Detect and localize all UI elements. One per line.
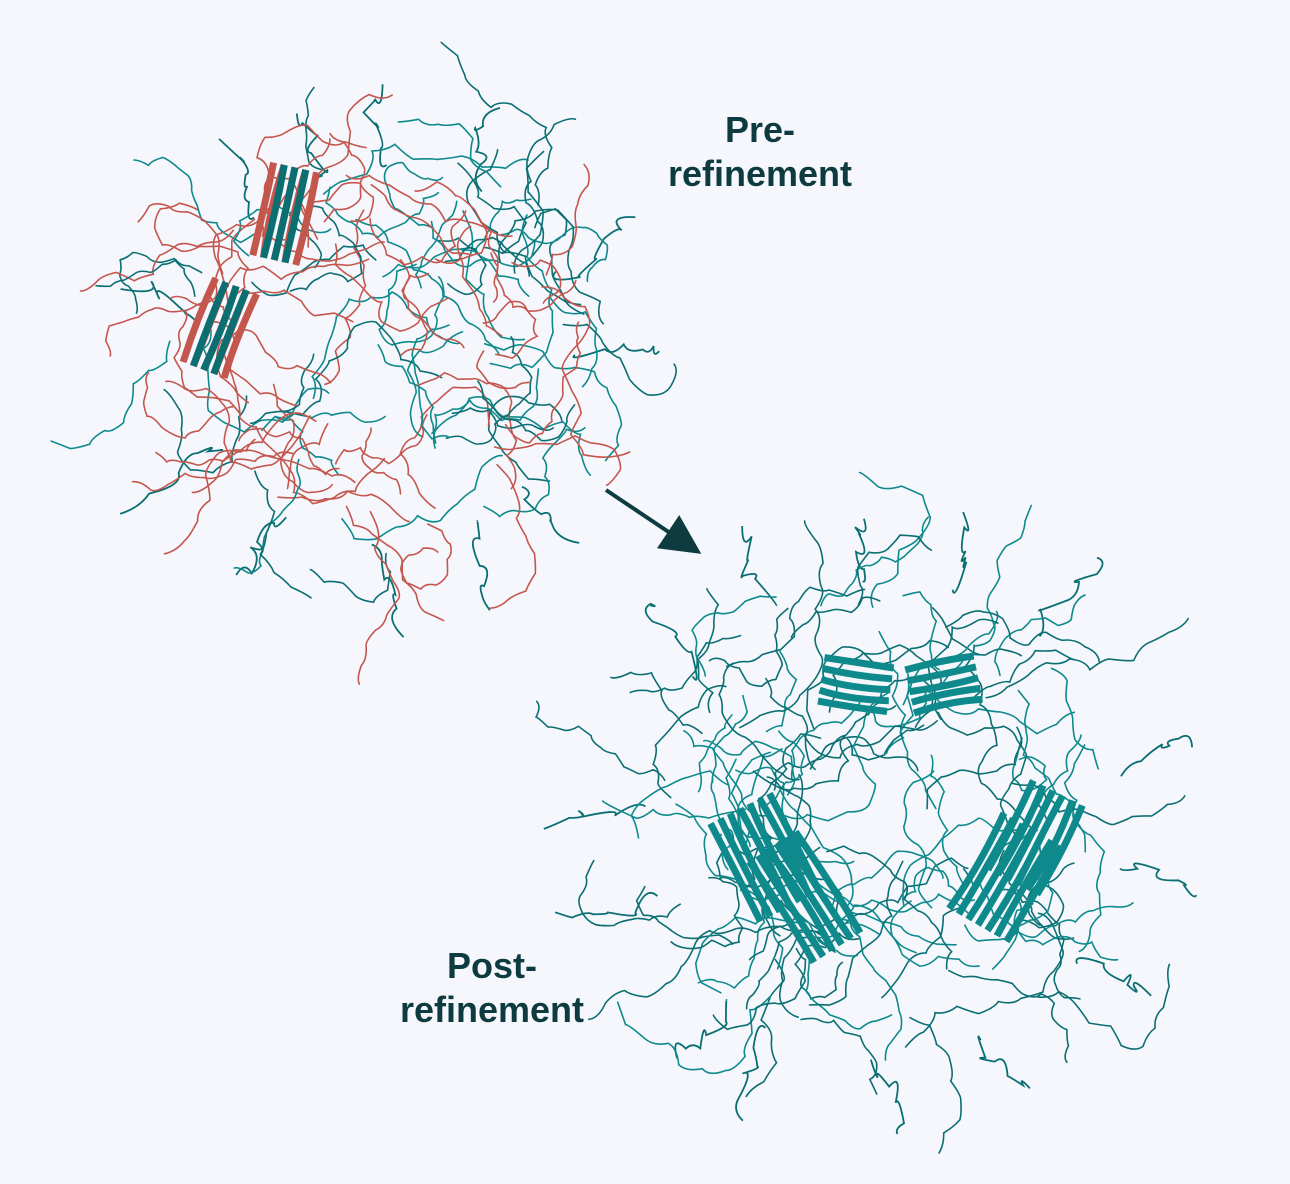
pre-label-line2: refinement	[667, 153, 853, 194]
post-label-line1: Post-	[447, 945, 537, 986]
pre-refinement-structure	[50, 41, 677, 685]
post-label-line2: refinement	[399, 989, 585, 1030]
post-refinement-label: Post- refinement	[362, 944, 622, 1032]
transition-arrow	[604, 488, 702, 554]
post-refinement-structure	[534, 471, 1198, 1154]
pre-label-line1: Pre-	[724, 109, 796, 150]
pre-refinement-label: Pre- refinement	[630, 108, 890, 196]
